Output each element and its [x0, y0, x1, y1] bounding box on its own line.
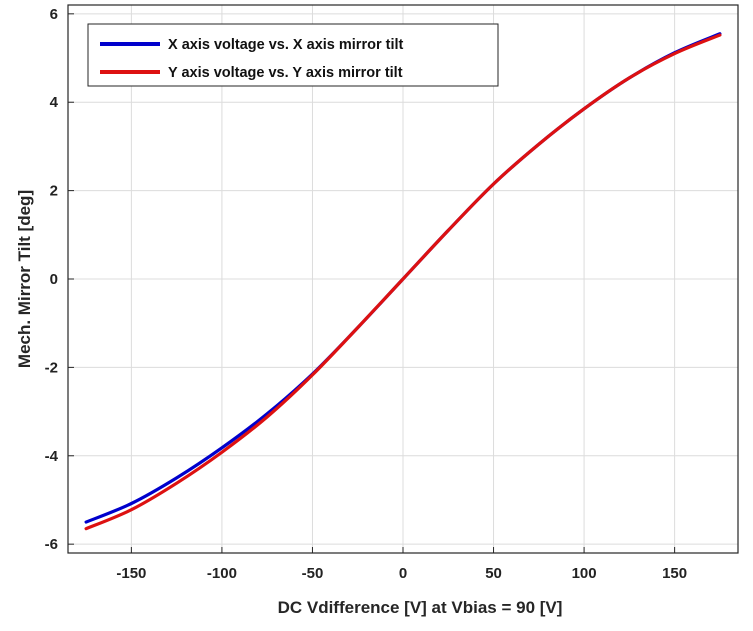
x-axis-label: DC Vdifference [V] at Vbias = 90 [V] — [278, 598, 563, 617]
legend-label-y-axis: Y axis voltage vs. Y axis mirror tilt — [168, 65, 403, 81]
y-tick-label: 6 — [50, 6, 58, 23]
y-tick-label: 4 — [50, 94, 59, 111]
legend: X axis voltage vs. X axis mirror tilt Y … — [87, 23, 499, 87]
ticks — [68, 13, 676, 553]
y-tick-label: -6 — [45, 536, 58, 553]
x-tick-label: 0 — [399, 565, 407, 582]
x-tick-label: -100 — [207, 565, 237, 582]
x-tick-label: 100 — [572, 565, 597, 582]
x-tick-label: 150 — [662, 565, 687, 582]
y-tick-label: -4 — [45, 448, 59, 465]
y-tick-label: 0 — [50, 271, 58, 288]
legend-box — [87, 23, 499, 87]
series-layer — [84, 32, 722, 531]
y-tick-label: -2 — [45, 359, 58, 376]
x-tick-label: -150 — [116, 565, 146, 582]
x-tick-label: -50 — [302, 565, 324, 582]
series-line-y-axis — [84, 33, 722, 531]
x-tick-label: 50 — [485, 565, 502, 582]
y-axis-label: Mech. Mirror Tilt [deg] — [15, 190, 34, 368]
y-tick-label: 2 — [50, 183, 58, 200]
legend-label-x-axis: X axis voltage vs. X axis mirror tilt — [168, 37, 403, 53]
grid — [68, 5, 738, 553]
tick-labels: -150 -100 -50 0 50 100 150 -6 -4 -2 0 2 4 6 — [45, 6, 687, 582]
